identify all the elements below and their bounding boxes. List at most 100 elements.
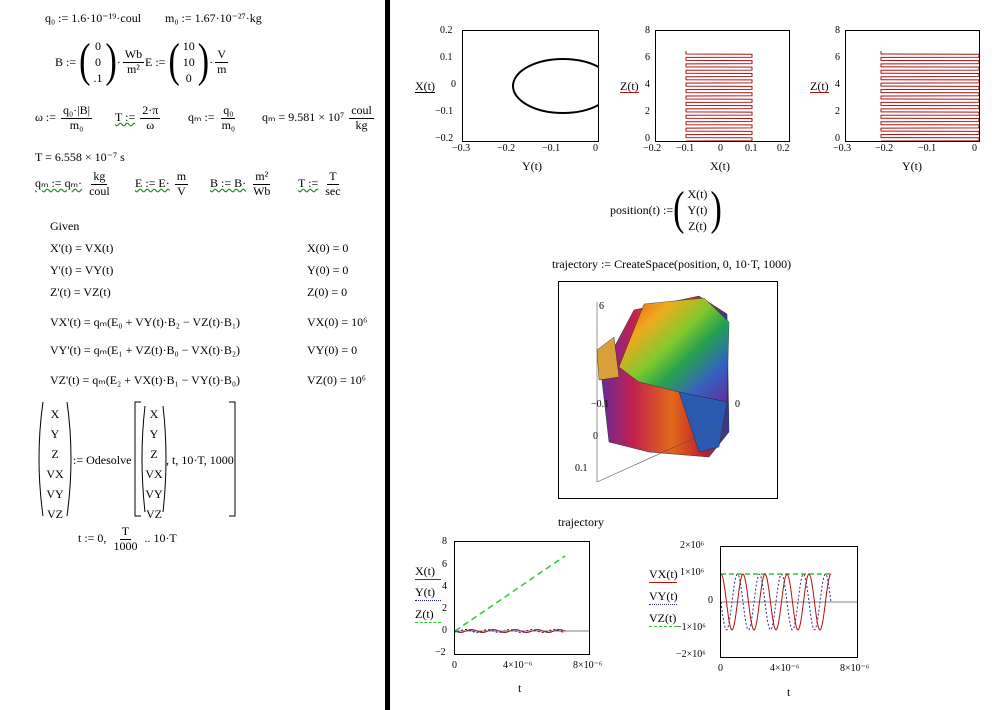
plot-v-t-canvas	[720, 573, 857, 631]
x-tick: −0.3	[452, 143, 471, 154]
T-result: T = 6.558 × 10⁻⁷ s	[35, 150, 125, 164]
surface-tick: −0.1	[591, 399, 610, 410]
initial-condition[interactable]: X(0) = 0	[307, 241, 349, 255]
omega-definition[interactable]: ω := q₀·|B| m₀	[35, 103, 92, 132]
qm-redefinition[interactable]: qₘ := qₘ· kg coul	[35, 169, 110, 198]
y-tick: −1×10⁶	[676, 622, 706, 633]
plot-zx-canvas	[685, 51, 753, 142]
series-x	[454, 629, 566, 633]
position-definition[interactable]: position(t) := ( X(t) Y(t) Z(t) )	[610, 183, 722, 236]
x-tick: −0.1	[676, 143, 695, 154]
surface-flap	[596, 336, 620, 381]
y-tick: −0.1	[435, 106, 454, 117]
x-tick: 0.1	[745, 143, 758, 154]
initial-condition[interactable]: VY(0) = 0	[307, 343, 358, 357]
y-tick: 2×10⁶	[680, 540, 705, 551]
y-tick: 0	[442, 625, 447, 636]
legend-x: X(t)	[415, 565, 441, 580]
x-tick: 8×10⁻⁶	[840, 663, 870, 674]
plot-xyz-t-xlabel: t	[518, 681, 522, 695]
ode-line[interactable]: VZ'(t) = qₘ(E₂ + VX(t)·B₁ − VY(t)·B₀)	[50, 373, 241, 387]
plot-v-t-xlabel: t	[787, 685, 791, 699]
given-keyword[interactable]: Given	[50, 219, 80, 233]
series-vy	[720, 573, 832, 631]
x-tick: 0	[718, 143, 723, 154]
plot-zy-xlabel: Y(t)	[902, 159, 922, 173]
legend-vx: VX(t)	[649, 567, 678, 583]
y-tick: 4	[645, 79, 650, 90]
ode-line[interactable]: X'(t) = VX(t)	[50, 241, 114, 255]
trajectory-caption: trajectory	[558, 515, 604, 529]
surface-tick: 0	[593, 431, 598, 442]
y-tick: 6	[645, 52, 650, 63]
y-tick: 6	[835, 52, 840, 63]
legend-y: Y(t)	[415, 586, 441, 601]
y-tick: 8	[645, 25, 650, 36]
initial-condition[interactable]: Z(0) = 0	[307, 285, 348, 299]
odesolve-brackets	[38, 401, 236, 517]
legend-vy: VY(t)	[649, 589, 678, 605]
odesolve-args: , t, 10·T, 1000	[166, 453, 234, 467]
initial-condition[interactable]: Y(0) = 0	[307, 263, 349, 277]
x-tick: 4×10⁻⁶	[503, 660, 533, 671]
x-tick: −0.2	[497, 143, 516, 154]
y-tick: 1×10⁶	[680, 567, 705, 578]
column-divider	[385, 0, 390, 710]
x-tick: −0.1	[542, 143, 561, 154]
m0-definition[interactable]: m₀ := 1.67·10⁻²⁷·kg	[165, 11, 262, 25]
plot-xy-ylabel: X(t)	[415, 79, 435, 93]
y-tick: 0	[835, 133, 840, 144]
y-tick: −2	[435, 647, 446, 658]
plot-xy-canvas	[512, 58, 614, 114]
qm-definition[interactable]: qₘ := q₀ m₀	[188, 103, 236, 132]
legend-z: Z(t)	[415, 608, 441, 623]
surface-plot-canvas	[596, 295, 730, 483]
y-tick: −0.2	[435, 133, 454, 144]
y-tick: 2	[442, 603, 447, 614]
surface-plot[interactable]: 6 −0.1 0 0.1 0	[558, 281, 778, 499]
initial-condition[interactable]: VZ(0) = 10⁶	[307, 373, 366, 387]
T-definition[interactable]: T := 2·π ω	[115, 103, 161, 132]
B-redefinition[interactable]: B := B· m² Wb	[210, 169, 271, 198]
y-tick: 0	[708, 595, 713, 606]
surface-top	[618, 297, 730, 403]
trajectory-curve	[512, 58, 614, 114]
ode-line[interactable]: VX'(t) = qₘ(E₀ + VY(t)·B₂ − VZ(t)·B₁)	[50, 315, 241, 329]
x-tick: −0.2	[875, 143, 894, 154]
series-vx	[720, 573, 832, 631]
x-tick: 0.2	[777, 143, 790, 154]
x-tick: −0.3	[833, 143, 852, 154]
odesolve-function: := Odesolve	[73, 453, 132, 467]
surface-tick: 6	[599, 301, 604, 312]
surface-tick: 0.1	[575, 463, 588, 474]
y-tick: 2	[835, 106, 840, 117]
x-tick: 4×10⁻⁶	[770, 663, 800, 674]
y-tick: 4	[442, 581, 447, 592]
y-tick: 0	[645, 133, 650, 144]
surface-tick: 0	[735, 399, 740, 410]
initial-condition[interactable]: VX(0) = 10⁶	[307, 315, 368, 329]
y-tick: 6	[442, 559, 447, 570]
series-z	[454, 555, 566, 632]
ode-line[interactable]: Y'(t) = VY(t)	[50, 263, 114, 277]
plot-xy-xlabel: Y(t)	[522, 159, 542, 173]
trajectory-curve	[880, 51, 980, 142]
y-tick: 8	[835, 25, 840, 36]
q0-definition[interactable]: q₀ := 1.6·10⁻¹⁹·coul	[45, 11, 142, 25]
x-tick: 0	[718, 663, 723, 674]
plot-zx-xlabel: X(t)	[710, 159, 730, 173]
x-tick: 8×10⁻⁶	[573, 660, 603, 671]
trajectory-curve	[685, 51, 753, 142]
B-definition[interactable]: B := ( 0 0.1 ) · Wb m²	[55, 35, 145, 88]
surface-shadow	[678, 391, 728, 453]
ode-line[interactable]: VY'(t) = qₘ(E₁ + VZ(t)·B₀ − VX(t)·B₂)	[50, 343, 241, 357]
y-tick: 8	[442, 536, 447, 547]
x-tick: 0	[452, 660, 457, 671]
trajectory-definition[interactable]: trajectory := CreateSpace(position, 0, 1…	[552, 257, 792, 271]
x-tick: 0	[593, 143, 598, 154]
ode-line[interactable]: Z'(t) = VZ(t)	[50, 285, 111, 299]
t-range-definition[interactable]: t := 0, T 1000 .. 10·T	[78, 524, 177, 553]
